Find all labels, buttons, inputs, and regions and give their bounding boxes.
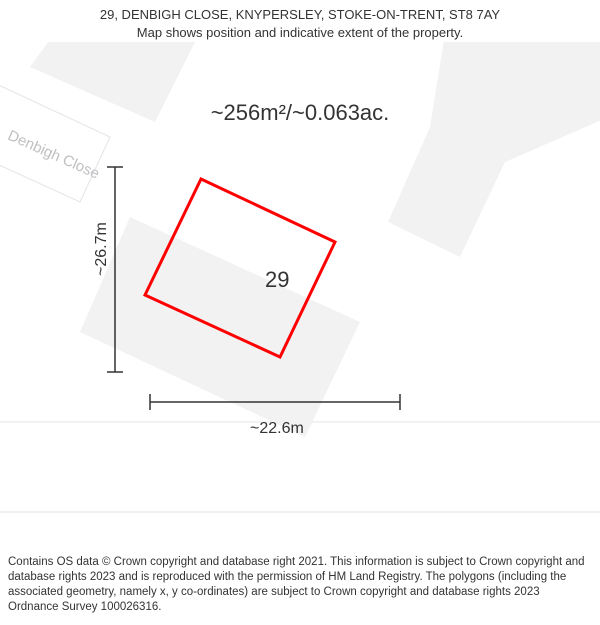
header-subtitle: Map shows position and indicative extent… xyxy=(10,24,590,42)
header-title: 29, DENBIGH CLOSE, KNYPERSLEY, STOKE-ON-… xyxy=(10,6,590,24)
plot-number: 29 xyxy=(265,267,289,293)
footer-copyright: Contains OS data © Crown copyright and d… xyxy=(0,549,600,625)
dim-height-label: ~26.7m xyxy=(93,222,111,276)
area-label: ~256m²/~0.063ac. xyxy=(0,100,600,126)
dim-width-label: ~22.6m xyxy=(250,420,304,438)
header: 29, DENBIGH CLOSE, KNYPERSLEY, STOKE-ON-… xyxy=(0,0,600,43)
map-area: ~256m²/~0.063ac. 29 ~26.7m ~22.6m Denbig… xyxy=(0,42,600,532)
